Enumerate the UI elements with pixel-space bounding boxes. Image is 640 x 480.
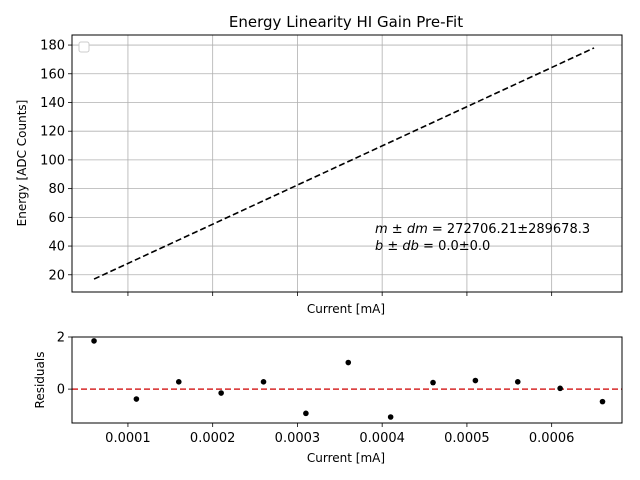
- main-y-tick-label: 120: [40, 125, 65, 140]
- main-y-tick-label: 80: [48, 182, 65, 197]
- main-series: [93, 47, 595, 280]
- legend-box: [78, 41, 90, 53]
- residual-point: [557, 385, 563, 392]
- slope-value: = 272706.21±289678.3: [428, 222, 590, 237]
- slope-symbol: m ± dm: [375, 222, 428, 237]
- residuals-y-tick-label: 0: [57, 383, 65, 398]
- fit-line: [93, 47, 595, 280]
- main-y-tick-label: 180: [40, 39, 65, 54]
- residual-point: [514, 379, 521, 385]
- intercept-value: = 0.0±0.0: [419, 239, 490, 254]
- main-y-tick-label: 140: [40, 96, 65, 111]
- intercept-annotation: b ± db = 0.0±0.0: [375, 239, 490, 254]
- residual-point: [91, 338, 97, 344]
- residual-point: [345, 359, 352, 366]
- main-y-axis-label: Energy [ADC Counts]: [15, 100, 29, 227]
- main-x-axis-label: Current [mA]: [307, 302, 385, 316]
- main-x-ticks: [127, 292, 553, 296]
- main-y-ticks: 20 40 60 80 100 120 140 160 180: [40, 39, 72, 283]
- residuals-x-tick-label: 0.0003: [275, 431, 321, 446]
- residuals-x-tick-label: 0.0004: [359, 431, 405, 446]
- slope-annotation: m ± dm = 272706.21±289678.3: [375, 222, 590, 237]
- main-y-tick-label: 60: [48, 211, 65, 226]
- intercept-symbol: b ± db: [375, 239, 419, 254]
- residual-point: [387, 414, 394, 420]
- residual-point: [218, 390, 224, 396]
- residuals-x-ticks: 0.0001 0.0002 0.0003 0.0004 0.0005 0.0006: [105, 423, 574, 446]
- main-y-tick-label: 100: [40, 153, 65, 168]
- residuals-x-tick-label: 0.0001: [105, 431, 151, 446]
- residuals-plot: 0.0001 0.0002 0.0003 0.0004 0.0005 0.0006 02 …: [33, 331, 623, 465]
- residual-point: [175, 379, 182, 385]
- residual-point: [599, 398, 606, 405]
- main-title: Energy Linearity HI Gain Pre-Fit: [229, 13, 463, 31]
- residuals-y-tick-label: 2: [57, 331, 65, 346]
- residuals-y-ticks: 02: [57, 331, 72, 398]
- residual-point: [133, 396, 140, 402]
- main-plot: Energy Linearity HI Gain Pre-Fit 20 40 60 8…: [15, 13, 623, 316]
- residuals-x-tick-label: 0.0005: [444, 431, 490, 446]
- residuals-y-axis-label: Residuals: [33, 352, 47, 409]
- residuals-axes-frame: [71, 336, 623, 424]
- main-grid: [72, 35, 622, 292]
- residuals-x-tick-label: 0.0002: [190, 431, 236, 446]
- residuals-points: [91, 338, 606, 420]
- main-y-tick-label: 160: [40, 67, 65, 82]
- residuals-x-tick-label: 0.0006: [529, 431, 575, 446]
- residual-point: [303, 410, 309, 417]
- main-y-tick-label: 40: [48, 240, 65, 255]
- residual-point: [472, 377, 479, 384]
- residual-point: [430, 379, 436, 386]
- residuals-x-axis-label: Current [mA]: [307, 451, 385, 465]
- main-axes-frame: [71, 34, 623, 293]
- main-y-tick-label: 20: [48, 268, 65, 283]
- residual-point: [260, 379, 267, 385]
